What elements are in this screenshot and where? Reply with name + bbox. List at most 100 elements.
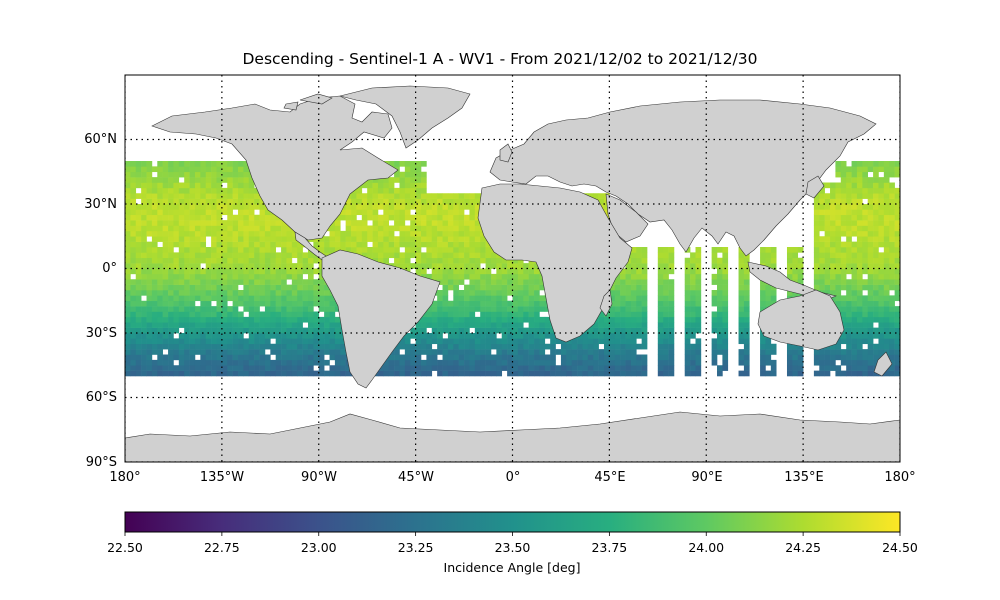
heatmap-cell: [507, 370, 513, 377]
heatmap-cell: [490, 316, 497, 323]
heatmap-cell: [485, 247, 492, 253]
heatmap-cell: [264, 230, 271, 237]
heatmap-cell: [824, 370, 831, 377]
heatmap-cell: [840, 230, 847, 237]
heatmap-cell: [162, 187, 169, 194]
heatmap-cell: [404, 338, 411, 345]
heatmap-cell: [216, 220, 223, 226]
heatmap-cell: [695, 257, 702, 264]
heatmap-cell: [894, 290, 900, 296]
heatmap-cell: [743, 365, 750, 371]
heatmap-cell: [490, 279, 497, 285]
heatmap-cell: [878, 161, 885, 167]
heatmap-cell: [507, 263, 513, 269]
heatmap-cell: [173, 198, 180, 205]
heatmap-cell: [125, 252, 131, 259]
heatmap-cell: [474, 279, 481, 285]
heatmap-cell: [711, 257, 718, 264]
heatmap-cell: [862, 311, 869, 318]
heatmap-cell: [835, 295, 842, 302]
heatmap-cell: [275, 370, 282, 377]
colorbar-tick-label: 24.25: [785, 540, 821, 555]
heatmap-cell: [291, 338, 298, 345]
heatmap-cell: [216, 263, 223, 269]
heatmap-cell: [189, 252, 196, 259]
heatmap-cell: [184, 241, 190, 248]
heatmap-cell: [442, 236, 449, 242]
heatmap-cell: [496, 349, 503, 355]
heatmap-cell: [889, 338, 895, 345]
heatmap-cell: [334, 365, 341, 371]
heatmap-cell: [211, 268, 217, 275]
heatmap-cell: [275, 241, 282, 248]
heatmap-cell: [743, 273, 750, 280]
heatmap-cell: [184, 359, 190, 366]
heatmap-cell: [361, 182, 368, 189]
heatmap-cell: [151, 295, 158, 302]
heatmap-cell: [281, 268, 287, 275]
heatmap-cell: [410, 349, 416, 355]
heatmap-cell: [200, 365, 207, 371]
heatmap-cell: [270, 252, 276, 259]
heatmap-cell: [501, 322, 508, 328]
heatmap-cell: [437, 295, 443, 302]
heatmap-cell: [813, 354, 820, 361]
colorbar-label: Incidence Angle [deg]: [444, 560, 581, 575]
heatmap-cell: [162, 204, 169, 210]
heatmap-cell: [221, 161, 228, 167]
heatmap-cell: [894, 311, 900, 318]
heatmap-cell: [415, 370, 422, 377]
heatmap-cell: [636, 354, 642, 361]
heatmap-cell: [421, 327, 427, 334]
heatmap-cell: [421, 359, 427, 366]
heatmap-cell: [248, 225, 255, 232]
heatmap-cell: [243, 349, 250, 355]
heatmap-cell: [151, 187, 158, 194]
heatmap-cell: [383, 182, 390, 189]
heatmap-cell: [173, 209, 180, 216]
heatmap-cell: [878, 182, 885, 189]
heatmap-cell: [469, 263, 476, 269]
heatmap-cell: [856, 257, 863, 264]
heatmap-cell: [178, 359, 185, 366]
heatmap-cell: [577, 338, 583, 345]
heatmap-cell: [663, 333, 669, 339]
heatmap-cell: [442, 209, 449, 216]
heatmap-cell: [641, 257, 648, 264]
heatmap-cell: [184, 290, 190, 296]
heatmap-cell: [507, 354, 513, 361]
heatmap-cell: [507, 257, 513, 264]
heatmap-cell: [259, 370, 266, 377]
heatmap-cell: [168, 263, 174, 269]
heatmap-cell: [270, 236, 276, 242]
heatmap-cell: [544, 343, 551, 350]
heatmap-cell: [442, 247, 449, 253]
heatmap-cell: [178, 236, 185, 242]
heatmap-cell: [302, 333, 309, 339]
heatmap-cell: [722, 300, 729, 307]
heatmap-cell: [151, 198, 158, 205]
heatmap-cell: [141, 338, 147, 345]
heatmap-cell: [442, 220, 449, 226]
heatmap-cell: [657, 311, 664, 318]
heatmap-cell: [657, 263, 664, 269]
heatmap-cell: [873, 247, 879, 253]
heatmap-cell: [130, 359, 137, 366]
heatmap-cell: [501, 295, 508, 302]
heatmap-cell: [496, 311, 503, 318]
heatmap-cell: [254, 311, 260, 318]
heatmap-cell: [846, 322, 852, 328]
heatmap-cell: [485, 284, 492, 291]
heatmap-cell: [307, 354, 314, 361]
heatmap-cell: [270, 279, 276, 285]
heatmap-cell: [641, 338, 648, 345]
heatmap-cell: [130, 327, 137, 334]
heatmap-cell: [625, 306, 632, 312]
heatmap-cell: [668, 333, 675, 339]
heatmap-cell: [318, 370, 325, 377]
heatmap-cell: [464, 322, 470, 328]
heatmap-cell: [168, 333, 174, 339]
heatmap-cell: [421, 257, 427, 264]
heatmap-cell: [189, 230, 196, 237]
land-japan: [805, 175, 825, 199]
